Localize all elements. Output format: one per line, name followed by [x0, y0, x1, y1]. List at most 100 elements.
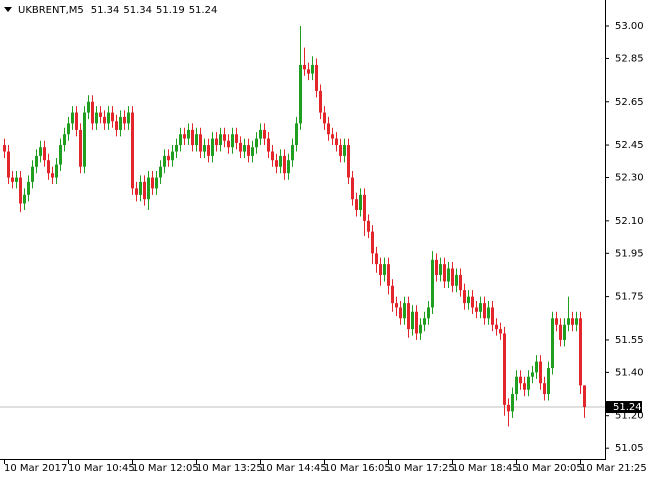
candle-body [171, 151, 174, 161]
candle-body [27, 181, 30, 195]
header-price: 51.19 [156, 5, 185, 16]
candle-body [247, 145, 250, 156]
y-tick-label: 51.05 [615, 443, 644, 454]
candle-body [423, 318, 426, 325]
candle-body [551, 318, 554, 369]
price-label-box [606, 401, 642, 414]
x-tick-label: 10 Mar 16:05 [324, 463, 391, 474]
candle-body [435, 259, 438, 275]
candle-body [491, 307, 494, 325]
y-tick-label: 53.00 [615, 21, 644, 32]
x-tick-label: 10 Mar 17:25 [388, 463, 455, 474]
candle-body [15, 177, 18, 182]
candle-body [399, 307, 402, 319]
candle-body [391, 285, 394, 304]
candle-body [159, 166, 162, 178]
candle-body [195, 134, 198, 146]
candle-body [463, 290, 466, 304]
x-tick-label: 10 Mar 13:25 [196, 463, 263, 474]
x-tick-label: 10 Mar 18:45 [452, 463, 519, 474]
candle-body [459, 274, 462, 291]
candle-body [515, 376, 518, 395]
candle-body [163, 155, 166, 167]
y-tick-label: 51.55 [615, 335, 644, 346]
candle-body [219, 134, 222, 146]
candle-body [263, 129, 266, 139]
candle-body [355, 199, 358, 211]
candle-body [583, 385, 586, 408]
candle-body [59, 145, 62, 165]
candle-body [7, 151, 10, 178]
candle-body [507, 404, 510, 412]
candle-body [259, 129, 262, 139]
candle-body [183, 134, 186, 139]
candle-body [331, 134, 334, 139]
candle-body [367, 220, 370, 232]
header-price: 51.34 [123, 5, 152, 16]
candle-body [483, 303, 486, 319]
y-tick-label: 52.45 [615, 140, 644, 151]
candle-body [87, 101, 90, 113]
candle-body [291, 145, 294, 161]
candle-body [207, 145, 210, 156]
candle-body [387, 264, 390, 286]
candle-body [63, 134, 66, 146]
x-tick-label: 10 Mar 14:45 [260, 463, 327, 474]
candle-body [415, 311, 418, 334]
candle-body [91, 101, 94, 124]
candle-body [571, 318, 574, 325]
candle-body [339, 145, 342, 156]
candle-body [211, 138, 214, 156]
y-tick-label: 51.20 [615, 411, 644, 422]
candle-body [351, 177, 354, 200]
candle-body [511, 394, 514, 412]
candle-body [155, 177, 158, 189]
candle-body [275, 160, 278, 167]
candle-body [43, 147, 46, 161]
candle-body [179, 134, 182, 146]
candle-body [167, 155, 170, 161]
header-price: 51.34 [91, 5, 120, 16]
x-tick-label: 10 Mar 21:25 [580, 463, 647, 474]
candle-body [559, 324, 562, 340]
candle-body [235, 134, 238, 143]
candle-body [295, 123, 298, 146]
candle-body [323, 112, 326, 124]
candle-body [327, 123, 330, 135]
candle-body [111, 112, 114, 122]
candle-body [51, 173, 54, 178]
candle-body [67, 123, 70, 135]
candle-body [451, 268, 454, 286]
candle-body [95, 112, 98, 124]
candle-body [71, 112, 74, 124]
candle-body [39, 147, 42, 156]
candle-body [307, 69, 310, 74]
candle-body [283, 155, 286, 174]
candle-body [527, 376, 530, 390]
candle-body [443, 264, 446, 282]
y-tick-label: 52.65 [615, 97, 644, 108]
candle-body [311, 64, 314, 74]
price-label: 51.24 [613, 402, 642, 413]
candle-body [519, 376, 522, 384]
candle-body [191, 129, 194, 146]
candle-body [11, 177, 14, 182]
candle-body [535, 361, 538, 373]
candle-body [75, 112, 78, 130]
candle-body [35, 155, 38, 167]
candle-body [419, 324, 422, 334]
candle-body [83, 112, 86, 167]
candle-body [411, 311, 414, 330]
candle-body [371, 231, 374, 254]
y-tick-label: 51.75 [615, 292, 644, 303]
candle-body [279, 155, 282, 167]
candle-body [251, 147, 254, 156]
candle-body [99, 112, 102, 117]
candle-body [287, 160, 290, 174]
candle-body [271, 151, 274, 161]
candle-body [567, 318, 570, 325]
symbol: UKBRENT,M5 [18, 5, 84, 16]
candle-body [579, 318, 582, 386]
x-tick-label: 10 Mar 20:05 [516, 463, 583, 474]
candle-body [147, 177, 150, 200]
